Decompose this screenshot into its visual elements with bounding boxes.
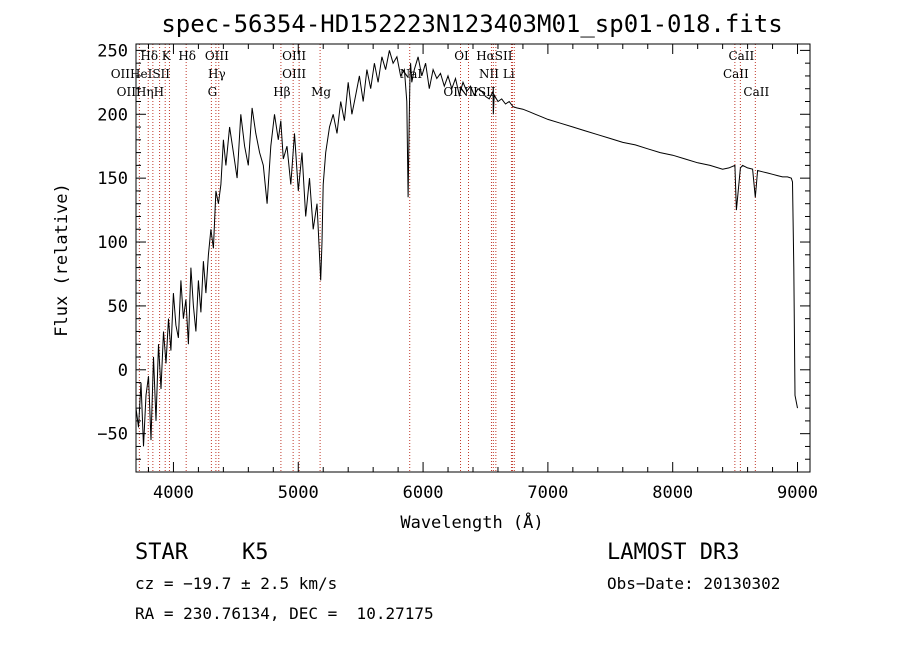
spectral-line-label: CaII <box>723 67 749 81</box>
spectral-line-label: OI <box>454 49 469 63</box>
spectral-line-label: Hδ <box>140 49 158 63</box>
spectral-line-label: OIII <box>282 67 306 81</box>
y-tick-label: −50 <box>97 425 128 445</box>
x-tick-label: 6000 <box>403 483 444 503</box>
spectral-line-label: K <box>162 49 172 63</box>
y-tick-label: 0 <box>118 361 128 381</box>
y-tick-label: 150 <box>97 169 128 189</box>
x-tick-label: 5000 <box>278 483 319 503</box>
spectral-line-label: CaII <box>728 49 754 63</box>
spectral-line-markers <box>138 44 756 472</box>
y-axis-ticks: −50 0 50 100 150 200 250 <box>97 41 810 460</box>
object-class: STAR <box>135 540 188 565</box>
spectral-line-label: HαSII <box>476 49 513 63</box>
spectral-line-label: CaII <box>743 85 769 99</box>
spectral-line-label: Hδ <box>178 49 196 63</box>
y-tick-label: 250 <box>97 41 128 61</box>
x-axis-ticks: 4000 5000 6000 7000 8000 9000 <box>147 44 818 503</box>
y-tick-label: 50 <box>108 297 128 317</box>
x-axis-label: Wavelength (Å) <box>400 511 543 533</box>
x-tick-label: 9000 <box>777 483 818 503</box>
ra-dec-coordinates: RA = 230.76134, DEC = 10.27175 <box>135 604 434 623</box>
y-tick-label: 100 <box>97 233 128 253</box>
spectral-line-label: OIII <box>205 49 229 63</box>
spectral-line-label: Hγ <box>208 67 226 81</box>
y-tick-label: 200 <box>97 105 128 125</box>
spectral-line-label: OIIHeISII <box>111 67 171 81</box>
redshift-velocity: cz = −19.7 ± 2.5 km/s <box>135 574 338 593</box>
spectral-line-label: Hβ <box>273 85 290 99</box>
spectral-line-label: G <box>208 85 218 99</box>
survey-name: LAMOST DR3 <box>607 540 740 565</box>
spectral-line-label: OIIHηH <box>117 85 164 99</box>
spectral-line-label: OINIISII <box>443 85 496 99</box>
plot-frame <box>135 43 811 473</box>
x-tick-label: 7000 <box>527 483 568 503</box>
chart-title: spec-56354-HD152223N123403M01_sp01-018.f… <box>161 10 782 38</box>
spectral-line-label: OIII <box>282 49 306 63</box>
observation-date: Obs−Date: 20130302 <box>607 574 781 593</box>
y-axis-label: Flux (relative) <box>52 183 72 337</box>
spectrum-series <box>135 50 798 447</box>
object-subclass: K5 <box>242 540 269 565</box>
x-tick-label: 8000 <box>652 483 693 503</box>
spectral-line-label: NII Li <box>479 67 515 81</box>
x-tick-label: 4000 <box>153 483 194 503</box>
spectral-line-label: Mg <box>311 85 331 99</box>
spectral-line-labels: Hδ K Hδ OIII OIII OI HαSII CaII OIIHeISII Hγ OIII N… <box>111 49 770 99</box>
